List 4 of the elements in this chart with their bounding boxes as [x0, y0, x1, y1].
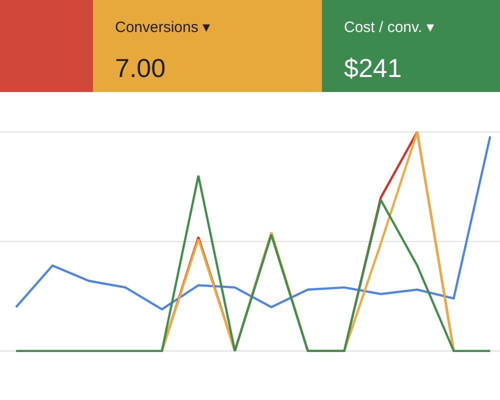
text: $241 [344, 53, 402, 83]
text: 7.00 [115, 53, 166, 83]
text: Conversions ▾ [115, 19, 211, 36]
text: Cost / conv. ▾ [344, 19, 434, 36]
